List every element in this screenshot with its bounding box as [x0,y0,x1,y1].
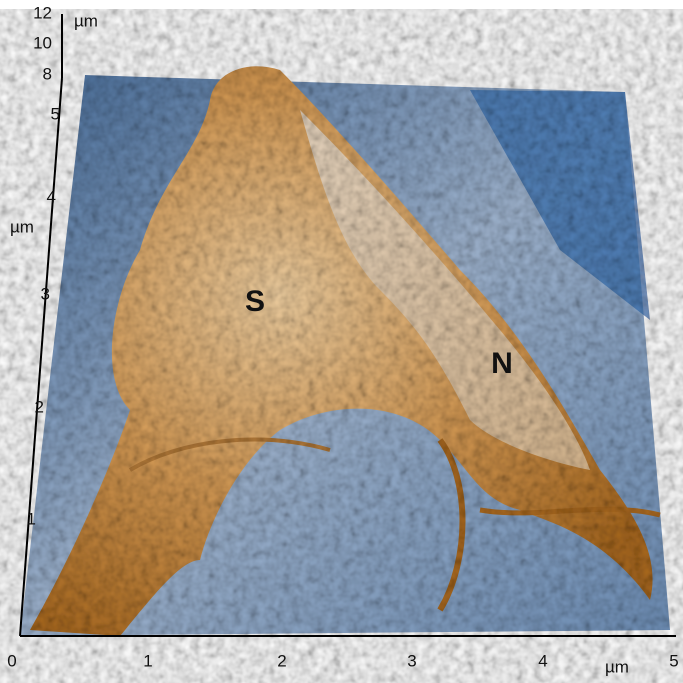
surface [20,66,670,636]
z-axis-unit: µm [74,11,98,30]
x-tick-label: 3 [407,651,416,670]
x-axis-unit: µm [605,657,629,676]
x-tick-label: 2 [277,651,286,670]
x-tick-label: 5 [669,651,678,670]
y-tick-label: 1 [27,509,36,528]
y-tick-label: 3 [41,284,50,303]
x-tick-label: 0 [7,651,16,670]
y-tick-label: 5 [51,104,60,123]
x-tick-label: 4 [538,651,547,670]
soma-label: S [245,285,265,318]
x-tick-label: 1 [143,651,152,670]
y-tick-label: 2 [35,397,44,416]
y-axis-unit: µm [10,217,34,236]
z-tick-label: 8 [43,64,52,83]
y-tick-label: 4 [47,187,56,206]
z-tick-label: 12 [33,3,52,22]
z-tick-label: 10 [33,33,52,52]
neurite-label: N [491,347,513,380]
afm-figure: S N 0 1 2 3 4 5 µm 1 2 3 4 5 µm 8 10 12 … [0,0,683,683]
